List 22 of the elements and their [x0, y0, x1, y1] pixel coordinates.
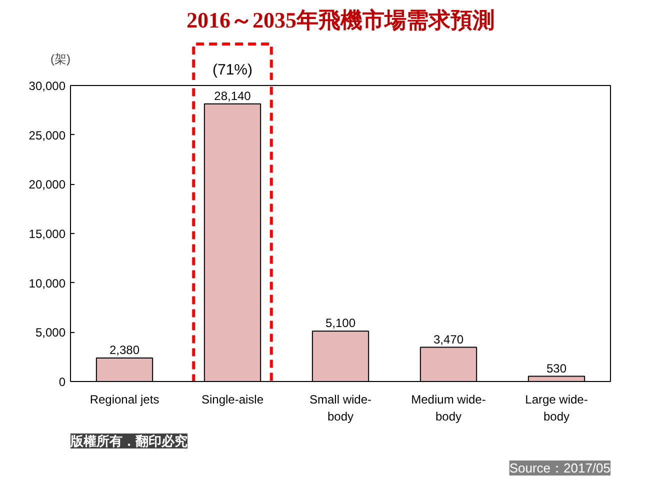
- y-tick-label: 15,000: [28, 227, 66, 241]
- data-label: 2,380: [109, 343, 140, 358]
- text: 版權所有．翻印必究: [70, 434, 188, 448]
- y-axis-title: (架): [50, 52, 71, 66]
- x-tick-label: Large wide-body: [525, 392, 588, 424]
- y-tick-label: 25,000: [28, 128, 66, 142]
- y-tick-label: 30,000: [28, 79, 66, 93]
- data-label: 28,140: [214, 88, 252, 103]
- text: (71%): [212, 61, 253, 78]
- y-tick-label: 0: [58, 375, 66, 389]
- data-label: 530: [546, 361, 567, 376]
- source-note: Source：2017/05: [509, 460, 611, 476]
- x-tick-label: Regional jets: [90, 392, 160, 406]
- y-tick-label: 5,000: [35, 326, 66, 340]
- chart-title: 2016～2035年飛機市場需求預測: [186, 8, 494, 32]
- y-tick-label: 10,000: [28, 276, 66, 290]
- data-label: 5,100: [325, 316, 356, 330]
- x-tick-label: Medium wide-body: [411, 392, 486, 424]
- x-tick-label: Small wide-body: [309, 392, 372, 424]
- x-tick-label: Single-aisle: [201, 392, 264, 406]
- y-tick-label: 20,000: [28, 178, 66, 192]
- data-label: 3,470: [433, 332, 464, 346]
